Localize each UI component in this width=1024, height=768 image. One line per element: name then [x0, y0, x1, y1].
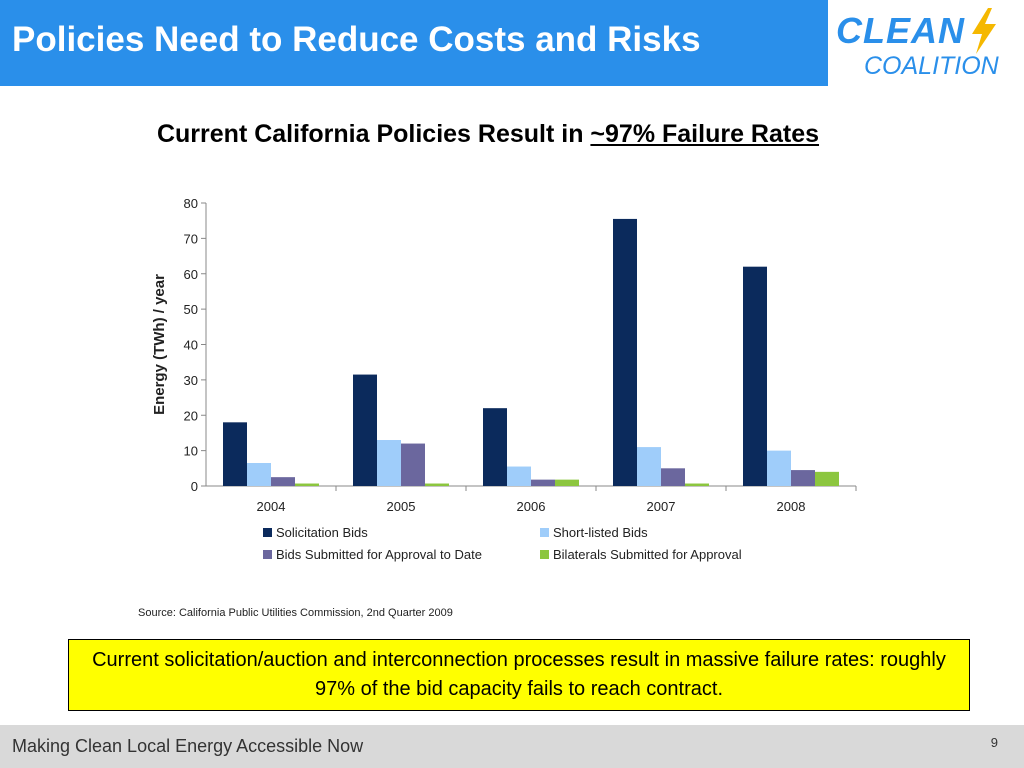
bar-2004-bilaterals-submitted-for-approval: [295, 483, 319, 486]
bar-2008-bilaterals-submitted-for-approval: [815, 471, 839, 486]
callout-box: Current solicitation/auction and interco…: [68, 639, 970, 711]
footer-tagline: Making Clean Local Energy Accessible Now: [12, 736, 364, 756]
legend-label: Solicitation Bids: [276, 525, 368, 540]
logo-coalition-text: COALITION: [864, 52, 999, 80]
y-tick-label: 60: [184, 267, 198, 282]
bar-2008-short-listed-bids: [767, 450, 791, 486]
legend-label: Bilaterals Submitted for Approval: [553, 547, 742, 562]
chart-heading: Current California Policies Result in ~9…: [0, 120, 976, 149]
y-axis-label: Energy (TWh) / year: [151, 274, 168, 415]
y-tick-label: 20: [184, 408, 198, 423]
bar-2006-solicitation-bids: [483, 408, 507, 486]
bar-2007-short-listed-bids: [637, 447, 661, 486]
slide-title: Policies Need to Reduce Costs and Risks: [12, 20, 701, 59]
legend-swatch: [540, 550, 549, 559]
lightning-bolt-icon: [972, 8, 996, 54]
legend-swatch: [263, 550, 272, 559]
legend-swatch: [263, 528, 272, 537]
x-tick-label-2005: 2005: [387, 499, 416, 514]
bar-2006-short-listed-bids: [507, 466, 531, 486]
x-tick-label-2007: 2007: [647, 499, 676, 514]
x-tick-label-2006: 2006: [517, 499, 546, 514]
bar-2005-short-listed-bids: [377, 440, 401, 486]
y-tick-label: 10: [184, 444, 198, 459]
y-tick-label: 40: [184, 338, 198, 353]
y-tick-label: 80: [184, 196, 198, 211]
y-tick-label: 50: [184, 302, 198, 317]
bar-2004-bids-submitted-for-approval-to-date: [271, 477, 295, 486]
clean-coalition-logo: CLEAN COALITION: [836, 6, 1018, 84]
x-tick-label-2008: 2008: [777, 499, 806, 514]
bar-2005-bilaterals-submitted-for-approval: [425, 483, 449, 486]
bar-2006-bids-submitted-for-approval-to-date: [531, 479, 555, 486]
chart-heading-emphasis: ~97% Failure Rates: [590, 120, 820, 148]
bar-chart: Energy (TWh) / year 0 10 20 30 40 50 60 70 80 2004…: [138, 196, 857, 619]
y-tick-label: 30: [184, 373, 198, 388]
bar-2004-solicitation-bids: [223, 422, 247, 486]
callout-text: Current solicitation/auction and interco…: [92, 649, 946, 700]
y-tick-label: 0: [191, 479, 198, 494]
bar-2006-bilaterals-submitted-for-approval: [555, 479, 579, 486]
bar-2004-short-listed-bids: [247, 463, 271, 486]
bar-2008-solicitation-bids: [743, 266, 767, 486]
bar-2007-solicitation-bids: [613, 218, 637, 486]
page-number: 9: [990, 735, 998, 750]
logo-clean-text: CLEAN: [836, 10, 965, 51]
footer-bar: Making Clean Local Energy Accessible Now…: [0, 725, 1024, 768]
legend-label: Bids Submitted for Approval to Date: [276, 547, 482, 562]
legend-label: Short-listed Bids: [553, 525, 648, 540]
title-bar: Policies Need to Reduce Costs and Risks: [0, 0, 828, 86]
bar-2005-bids-submitted-for-approval-to-date: [401, 443, 425, 486]
chart-heading-lead: Current California Policies Result in: [156, 120, 591, 148]
y-tick-label: 70: [184, 231, 198, 246]
x-tick-label-2004: 2004: [257, 499, 286, 514]
chart-source-note: Source: California Public Utilities Comm…: [138, 607, 453, 619]
legend-swatch: [540, 528, 549, 537]
bar-2005-solicitation-bids: [353, 374, 377, 486]
bar-2008-bids-submitted-for-approval-to-date: [791, 470, 815, 486]
bar-2007-bilaterals-submitted-for-approval: [685, 483, 709, 486]
bar-2007-bids-submitted-for-approval-to-date: [661, 468, 685, 486]
